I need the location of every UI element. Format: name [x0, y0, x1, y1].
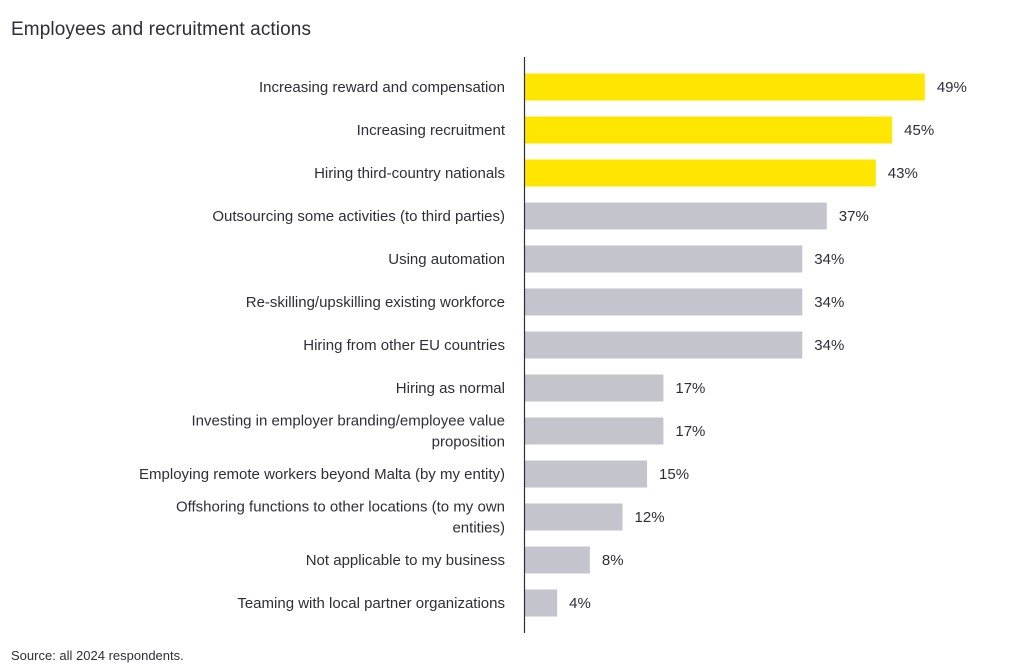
category-labels-layer: Increasing reward and compensation Increa… — [139, 79, 506, 612]
value-label: 15% — [659, 466, 689, 483]
value-label: 17% — [675, 380, 705, 397]
category-label: Employing remote workers beyond Malta (b… — [139, 466, 505, 483]
category-label: Investing in employer branding/employee … — [191, 413, 505, 430]
value-label: 34% — [814, 251, 844, 268]
value-label: 45% — [904, 122, 934, 139]
bar — [524, 460, 648, 488]
source-note: Source: all 2024 respondents. — [11, 648, 184, 663]
value-label: 34% — [814, 294, 844, 311]
bar — [524, 374, 664, 402]
value-label: 8% — [602, 552, 624, 569]
category-label: Hiring from other EU countries — [303, 337, 505, 354]
value-label: 4% — [569, 595, 591, 612]
category-label: Hiring third-country nationals — [314, 165, 505, 182]
category-label: Offshoring functions to other locations … — [176, 499, 505, 516]
bar — [524, 546, 590, 574]
category-label: Not applicable to my business — [306, 552, 505, 569]
value-label: 49% — [937, 79, 967, 96]
bar — [524, 417, 664, 445]
value-label: 12% — [635, 509, 665, 526]
bar — [524, 116, 893, 144]
bar — [524, 202, 827, 230]
bars-layer — [524, 73, 925, 617]
category-label: Hiring as normal — [396, 380, 505, 397]
value-label: 37% — [839, 208, 869, 225]
category-label: Increasing recruitment — [357, 122, 506, 139]
value-label: 17% — [675, 423, 705, 440]
category-label: Teaming with local partner organizations — [237, 595, 505, 612]
category-label: Increasing reward and compensation — [259, 79, 505, 96]
bar — [524, 589, 558, 617]
bar — [524, 73, 925, 101]
category-label: Using automation — [388, 251, 505, 268]
bar — [524, 331, 803, 359]
category-label: proposition — [432, 434, 505, 451]
value-label: 34% — [814, 337, 844, 354]
bar — [524, 503, 623, 531]
category-label: Outsourcing some activities (to third pa… — [212, 208, 505, 225]
value-labels-layer: 49% 45% 43% 37% 34% 34% 34% 17% 17% 15% 12% 8% 4% — [569, 79, 967, 612]
bar — [524, 245, 803, 273]
chart-title: Employees and recruitment actions — [11, 19, 312, 40]
bar — [524, 288, 803, 316]
category-label: Re-skilling/upskilling existing workforc… — [246, 294, 505, 311]
bar — [524, 159, 876, 187]
category-label: entities) — [452, 520, 505, 537]
value-label: 43% — [888, 165, 918, 182]
